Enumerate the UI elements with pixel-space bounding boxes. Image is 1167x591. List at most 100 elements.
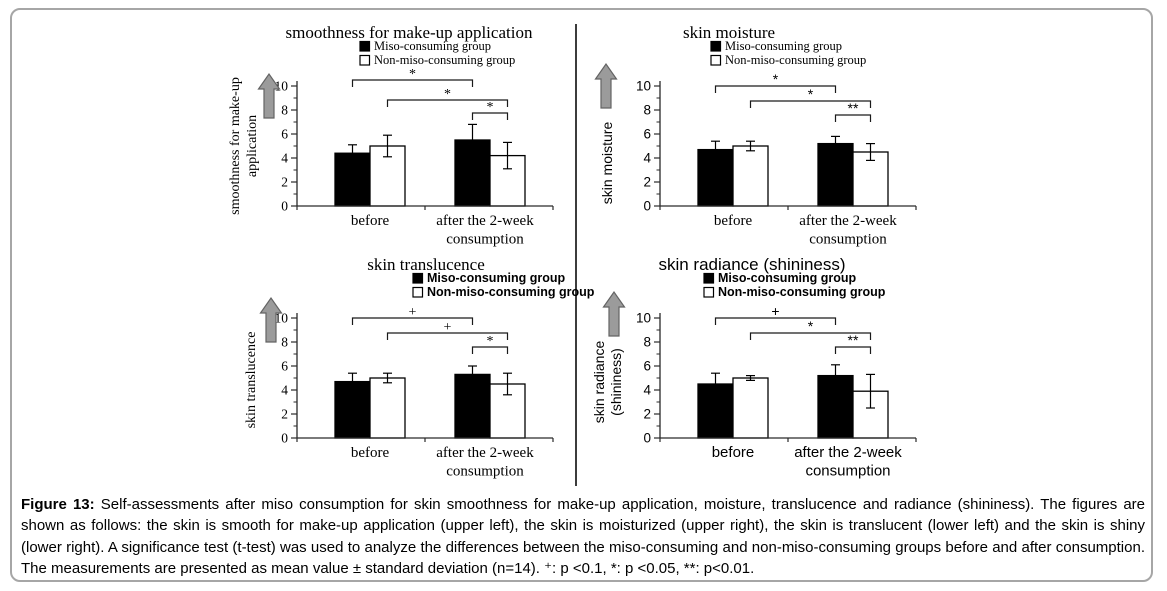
legend-label: Non-miso-consuming group: [374, 53, 515, 67]
significance-bracket: [351, 79, 474, 87]
x-category-label: before: [351, 445, 390, 461]
y-tick-label: 4: [643, 383, 651, 398]
legend-label: Miso-consuming group: [427, 271, 566, 285]
significance-label: **: [848, 100, 859, 116]
bar-non-miso-before: [732, 377, 769, 439]
y-tick-label: 8: [643, 103, 651, 118]
legend-label: Non-miso-consuming group: [725, 53, 866, 67]
bar-non-miso-after: [852, 151, 889, 207]
chart-title: skin moisture: [683, 23, 775, 42]
significance-label: *: [773, 71, 779, 87]
significance-bracket: [714, 317, 837, 325]
significance-label: *: [808, 86, 814, 102]
x-category-label: before: [351, 213, 390, 229]
significance-bracket: [471, 346, 509, 354]
significance-label: *: [487, 100, 494, 115]
significance-label: +: [409, 305, 417, 320]
y-tick-label: 2: [281, 175, 288, 190]
y-tick-label: 0: [643, 199, 651, 214]
legend-marker-non-miso: [359, 54, 371, 66]
y-tick-label: 0: [643, 431, 651, 446]
error-bar: [348, 144, 357, 163]
y-tick-label: 10: [275, 311, 289, 326]
error-bar: [503, 141, 512, 170]
up-arrow-icon: [602, 290, 626, 337]
legend-label: Non-miso-consuming group: [718, 285, 886, 299]
y-tick-label: 0: [281, 199, 288, 214]
up-arrow-icon: [594, 62, 618, 109]
legend-label: Non-miso-consuming group: [427, 285, 595, 299]
legend-marker-miso: [359, 40, 371, 52]
y-axis-label: skin radiance: [591, 341, 607, 424]
error-bar: [746, 140, 755, 152]
legend-marker-non-miso: [703, 286, 715, 298]
error-bar: [711, 140, 720, 159]
y-tick-label: 8: [281, 335, 288, 350]
chart-skin-radiance: skin radiance (shininess)Miso-consuming …: [591, 255, 917, 480]
legend-label: Miso-consuming group: [725, 39, 842, 53]
chart-smoothness-for-makeup: smoothness for make-up applicationMiso-c…: [228, 23, 554, 248]
x-category-label: consumption: [809, 232, 887, 248]
significance-bracket: [749, 100, 872, 108]
bar-non-miso-before: [732, 145, 769, 207]
y-tick-label: 4: [281, 151, 288, 166]
bar-miso-after: [454, 373, 491, 439]
error-bar: [866, 373, 875, 409]
y-tick-label: 4: [281, 383, 288, 398]
x-category-label: consumption: [446, 464, 524, 480]
y-tick-label: 6: [643, 127, 651, 142]
x-category-label: after the 2-week: [436, 445, 534, 461]
y-axis-label: application: [245, 115, 260, 177]
x-category-label: consumption: [446, 232, 524, 248]
legend-marker-miso: [710, 40, 722, 52]
vertical-divider: [575, 24, 577, 486]
bar-non-miso-before: [369, 377, 406, 439]
error-bar: [711, 372, 720, 396]
legend-marker-non-miso: [710, 54, 722, 66]
significance-label: *: [808, 318, 814, 334]
y-tick-label: 4: [643, 151, 651, 166]
significance-bracket: [386, 99, 509, 107]
x-category-label: consumption: [805, 463, 890, 480]
significance-label: *: [409, 67, 416, 82]
legend-label: Miso-consuming group: [718, 271, 857, 285]
y-tick-label: 2: [643, 175, 651, 190]
up-arrow-icon: [259, 296, 283, 343]
y-axis-label: smoothness for make-up: [228, 77, 243, 215]
significance-label: *: [487, 334, 494, 349]
error-bar: [468, 365, 477, 384]
chart-title: skin translucence: [367, 255, 485, 274]
significance-label: +: [444, 320, 452, 335]
legend-label: Miso-consuming group: [374, 39, 491, 53]
significance-bracket: [834, 114, 872, 122]
error-bar: [348, 372, 357, 391]
bar-miso-after: [817, 142, 854, 207]
error-bar: [468, 123, 477, 157]
legend-marker-miso: [703, 272, 715, 284]
y-tick-label: 2: [643, 407, 651, 422]
significance-bracket: [351, 317, 474, 325]
y-tick-label: 6: [281, 359, 288, 374]
y-axis-label: skin translucence: [244, 332, 259, 429]
significance-bracket: [714, 85, 837, 93]
error-bar: [383, 372, 392, 384]
y-tick-label: 8: [643, 335, 651, 350]
chart-title: smoothness for make-up application: [286, 23, 533, 42]
error-bar: [831, 135, 840, 152]
x-category-label: before: [712, 444, 755, 461]
figure-border-card: [10, 8, 1153, 582]
significance-bracket: [386, 332, 509, 340]
error-bar: [831, 364, 840, 387]
significance-label: *: [444, 87, 451, 102]
error-bar: [383, 134, 392, 158]
error-bar: [746, 374, 755, 381]
significance-label: **: [848, 332, 859, 348]
x-category-label: after the 2-week: [799, 213, 897, 229]
figure-caption-label: Figure 13:: [21, 496, 95, 513]
y-tick-label: 0: [281, 431, 288, 446]
y-tick-label: 2: [281, 407, 288, 422]
up-arrow-icon: [257, 72, 281, 119]
chart-title: skin radiance (shininess): [658, 255, 845, 274]
